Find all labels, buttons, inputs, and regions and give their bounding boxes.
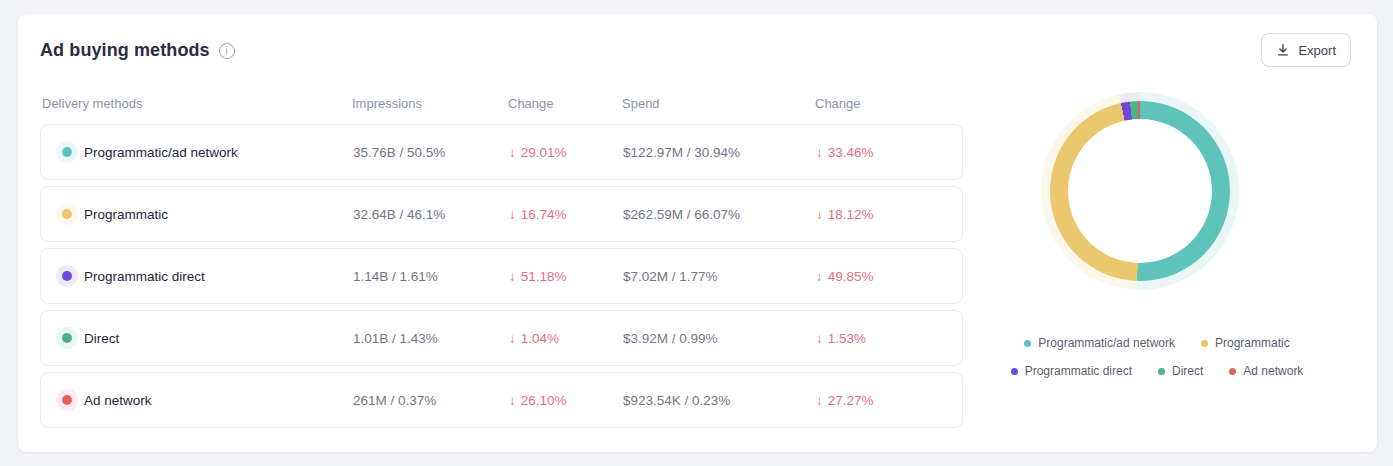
impressions-change-value: ↓1.04% bbox=[509, 331, 559, 346]
ad-buying-methods-panel: Ad buying methods i Export Delivery meth… bbox=[18, 14, 1377, 452]
legend-color-dot bbox=[1158, 368, 1165, 375]
impressions-change-value: ↓29.01% bbox=[509, 145, 567, 160]
arrow-down-icon: ↓ bbox=[816, 393, 823, 408]
series-color-dot bbox=[62, 147, 72, 157]
export-button[interactable]: Export bbox=[1261, 33, 1351, 67]
legend-label: Programmatic/ad network bbox=[1038, 336, 1175, 350]
table-row-programmatic[interactable]: Programmatic 32.64B / 46.1% ↓16.74% $262… bbox=[40, 186, 963, 242]
series-color-dot bbox=[62, 395, 72, 405]
legend-color-dot bbox=[1201, 340, 1208, 347]
legend-color-dot bbox=[1011, 368, 1018, 375]
impressions-value: 261M / 0.37% bbox=[353, 393, 436, 408]
column-header-delivery-methods: Delivery methods bbox=[42, 96, 142, 111]
arrow-down-icon: ↓ bbox=[509, 393, 516, 408]
row-label: Direct bbox=[84, 331, 119, 346]
panel-title: Ad buying methods i bbox=[40, 40, 235, 61]
impressions-value: 35.76B / 50.5% bbox=[353, 145, 445, 160]
legend-row: Programmatic/ad network Programmatic bbox=[1024, 336, 1289, 350]
arrow-down-icon: ↓ bbox=[816, 207, 823, 222]
spend-change-value: ↓33.46% bbox=[816, 145, 874, 160]
impressions-value: 1.01B / 1.43% bbox=[353, 331, 438, 346]
delivery-methods-table: Programmatic/ad network 35.76B / 50.5% ↓… bbox=[40, 124, 963, 434]
spend-value: $3.92M / 0.99% bbox=[623, 331, 718, 346]
legend-color-dot bbox=[1229, 368, 1236, 375]
series-color-dot bbox=[62, 271, 72, 281]
table-row-programmatic-ad-network[interactable]: Programmatic/ad network 35.76B / 50.5% ↓… bbox=[40, 124, 963, 180]
arrow-down-icon: ↓ bbox=[509, 269, 516, 284]
impressions-value: 1.14B / 1.61% bbox=[353, 269, 438, 284]
donut-chart-hole bbox=[1068, 119, 1212, 263]
panel-title-text: Ad buying methods bbox=[40, 40, 210, 61]
spend-change-value: ↓1.53% bbox=[816, 331, 866, 346]
table-row-direct[interactable]: Direct 1.01B / 1.43% ↓1.04% $3.92M / 0.9… bbox=[40, 310, 963, 366]
chart-legend: Programmatic/ad network Programmatic Pro… bbox=[900, 336, 1393, 378]
legend-row: Programmatic direct Direct Ad network bbox=[1011, 364, 1304, 378]
column-header-spend: Spend bbox=[622, 96, 660, 111]
info-icon[interactable]: i bbox=[219, 43, 235, 59]
spend-value: $122.97M / 30.94% bbox=[623, 145, 740, 160]
download-icon bbox=[1276, 43, 1290, 57]
spend-change-value: ↓27.27% bbox=[816, 393, 874, 408]
legend-item-programmatic-direct[interactable]: Programmatic direct bbox=[1011, 364, 1132, 378]
impressions-change-value: ↓16.74% bbox=[509, 207, 567, 222]
column-header-impressions-change: Change bbox=[508, 96, 554, 111]
legend-item-direct[interactable]: Direct bbox=[1158, 364, 1203, 378]
row-label: Programmatic direct bbox=[84, 269, 205, 284]
spend-change-value: ↓18.12% bbox=[816, 207, 874, 222]
spend-value: $262.59M / 66.07% bbox=[623, 207, 740, 222]
column-header-spend-change: Change bbox=[815, 96, 861, 111]
legend-item-ad-network[interactable]: Ad network bbox=[1229, 364, 1303, 378]
legend-label: Ad network bbox=[1243, 364, 1303, 378]
row-label: Ad network bbox=[84, 393, 152, 408]
export-button-label: Export bbox=[1298, 43, 1336, 58]
arrow-down-icon: ↓ bbox=[509, 207, 516, 222]
legend-label: Direct bbox=[1172, 364, 1203, 378]
arrow-down-icon: ↓ bbox=[509, 145, 516, 160]
impressions-change-value: ↓51.18% bbox=[509, 269, 567, 284]
arrow-down-icon: ↓ bbox=[816, 145, 823, 160]
table-row-programmatic-direct[interactable]: Programmatic direct 1.14B / 1.61% ↓51.18… bbox=[40, 248, 963, 304]
arrow-down-icon: ↓ bbox=[816, 331, 823, 346]
legend-label: Programmatic direct bbox=[1025, 364, 1132, 378]
row-label: Programmatic/ad network bbox=[84, 145, 238, 160]
legend-item-programmatic[interactable]: Programmatic bbox=[1201, 336, 1290, 350]
legend-label: Programmatic bbox=[1215, 336, 1290, 350]
arrow-down-icon: ↓ bbox=[509, 331, 516, 346]
legend-item-programmatic-ad-network[interactable]: Programmatic/ad network bbox=[1024, 336, 1175, 350]
impressions-value: 32.64B / 46.1% bbox=[353, 207, 445, 222]
series-color-dot bbox=[62, 209, 72, 219]
impressions-change-value: ↓26.10% bbox=[509, 393, 567, 408]
series-color-dot bbox=[62, 333, 72, 343]
spend-change-value: ↓49.85% bbox=[816, 269, 874, 284]
spend-value: $7.02M / 1.77% bbox=[623, 269, 718, 284]
legend-color-dot bbox=[1024, 340, 1031, 347]
table-row-ad-network[interactable]: Ad network 261M / 0.37% ↓26.10% $923.54K… bbox=[40, 372, 963, 428]
page-background: { "header": { "title": "Ad buying method… bbox=[0, 0, 1393, 466]
row-label: Programmatic bbox=[84, 207, 168, 222]
column-header-impressions: Impressions bbox=[352, 96, 422, 111]
spend-value: $923.54K / 0.23% bbox=[623, 393, 730, 408]
arrow-down-icon: ↓ bbox=[816, 269, 823, 284]
